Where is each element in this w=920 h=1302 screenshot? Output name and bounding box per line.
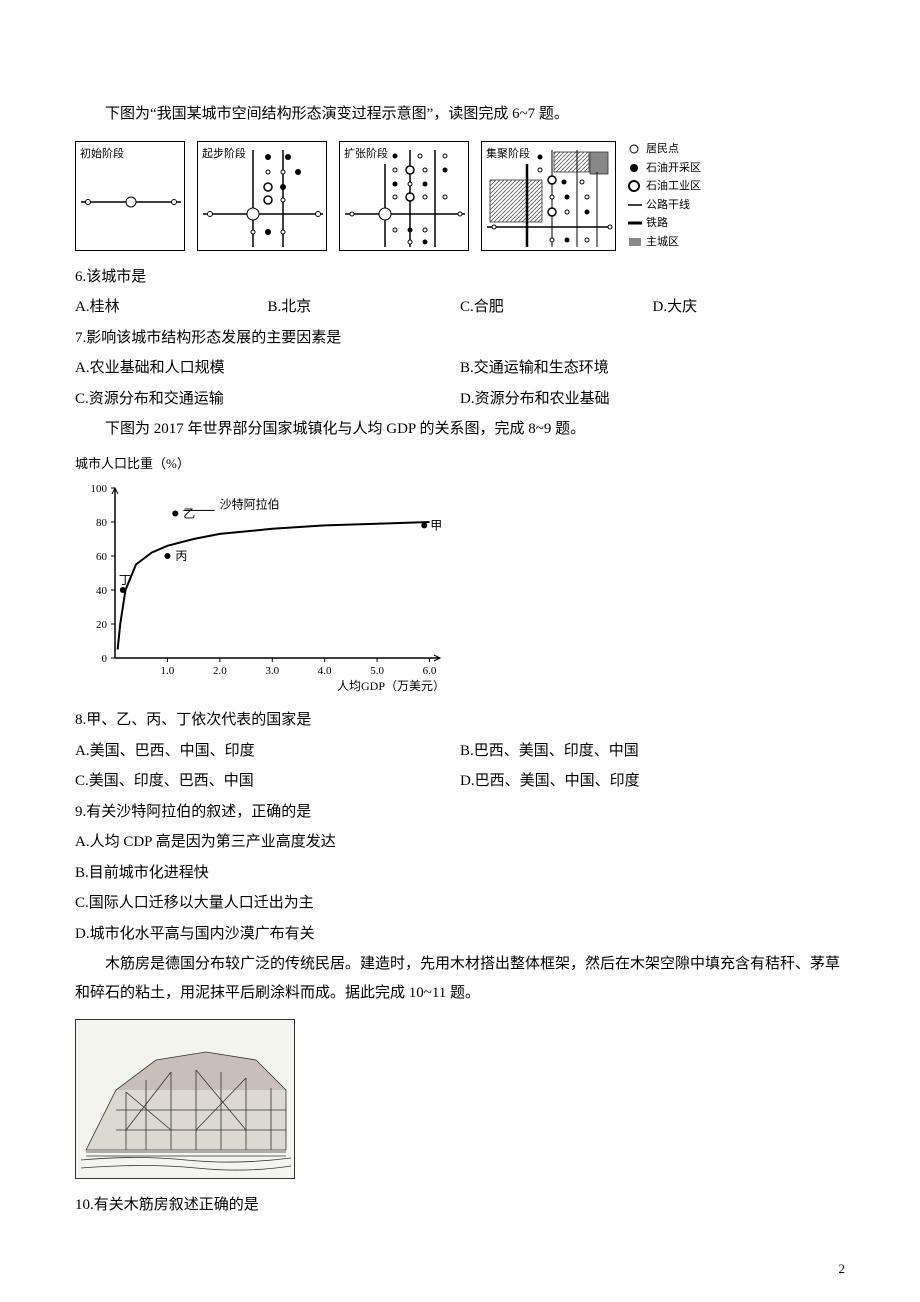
- svg-text:丁: 丁: [119, 573, 131, 587]
- svg-text:6.0: 6.0: [423, 665, 437, 677]
- svg-text:甲: 甲: [430, 519, 442, 533]
- q8-D: D.巴西、美国、中国、印度: [460, 767, 845, 796]
- svg-text:100: 100: [91, 483, 108, 495]
- q8-A: A.美国、巴西、中国、印度: [75, 737, 460, 766]
- q8-options-row2: C.美国、印度、巴西、中国 D.巴西、美国、中国、印度: [75, 767, 845, 796]
- q6-A: A.桂林: [75, 293, 268, 322]
- stage-3-label: 扩张阶段: [344, 144, 388, 165]
- page-number: 2: [839, 1257, 846, 1282]
- q9-A: A.人均 CDP 高是因为第三产业高度发达: [75, 828, 845, 857]
- legend-6: 主城区: [646, 234, 679, 251]
- stage-2: 起步阶段: [197, 141, 327, 251]
- stage-3: 扩张阶段: [339, 141, 469, 251]
- svg-text:3.0: 3.0: [265, 665, 279, 677]
- evolution-diagram: 初始阶段 起步阶段: [75, 141, 845, 251]
- gdp-chart: 城市人口比重（%） 0 20 40 60 80 100 1.0 2.0 3.0 4.0 5.0 6.0…: [75, 452, 455, 699]
- q7-stem: 7.影响该城市结构形态发展的主要因素是: [75, 324, 845, 353]
- q9-B: B.目前城市化进程快: [75, 859, 845, 888]
- q6-stem: 6.该城市是: [75, 263, 845, 292]
- svg-text:2.0: 2.0: [213, 665, 227, 677]
- q7-B: B.交通运输和生态环境: [460, 354, 845, 383]
- legend-4: 公路干线: [646, 197, 690, 214]
- svg-text:1.0: 1.0: [161, 665, 175, 677]
- legend-2: 石油开采区: [646, 160, 701, 177]
- intro-text-2: 下图为 2017 年世界部分国家城镇化与人均 GDP 的关系图，完成 8~9 题…: [75, 415, 845, 444]
- stage-4: 集聚阶段: [481, 141, 616, 251]
- svg-text:0: 0: [102, 653, 108, 665]
- q8-C: C.美国、印度、巴西、中国: [75, 767, 460, 796]
- q9-C: C.国际人口迁移以大量人口迁出为主: [75, 889, 845, 918]
- q9-D: D.城市化水平高与国内沙漠广布有关: [75, 920, 845, 949]
- intro-text-1: 下图为“我国某城市空间结构形态演变过程示意图”，读图完成 6~7 题。: [75, 100, 845, 129]
- svg-text:40: 40: [96, 585, 108, 597]
- q7-C: C.资源分布和交通运输: [75, 385, 460, 414]
- svg-text:80: 80: [96, 517, 108, 529]
- chart-title: 城市人口比重（%）: [75, 452, 455, 477]
- svg-text:乙: 乙: [183, 507, 195, 521]
- svg-text:20: 20: [96, 619, 108, 631]
- diagram-legend: 居民点 石油开采区 石油工业区 公路干线 铁路 主城区: [628, 141, 701, 250]
- stage-1-label: 初始阶段: [80, 144, 124, 165]
- q7-options-row2: C.资源分布和交通运输 D.资源分布和农业基础: [75, 385, 845, 414]
- q6-C: C.合肥: [460, 293, 653, 322]
- svg-text:丙: 丙: [175, 549, 187, 563]
- q7-D: D.资源分布和农业基础: [460, 385, 845, 414]
- q8-stem: 8.甲、乙、丙、丁依次代表的国家是: [75, 706, 845, 735]
- q7-A: A.农业基础和人口规模: [75, 354, 460, 383]
- stage-4-label: 集聚阶段: [486, 144, 530, 165]
- legend-1: 居民点: [646, 141, 679, 158]
- legend-3: 石油工业区: [646, 178, 701, 195]
- q6-options: A.桂林 B.北京 C.合肥 D.大庆: [75, 293, 845, 322]
- legend-5: 铁路: [646, 215, 668, 232]
- svg-text:5.0: 5.0: [370, 665, 384, 677]
- q8-B: B.巴西、美国、印度、中国: [460, 737, 845, 766]
- stage-1: 初始阶段: [75, 141, 185, 251]
- svg-text:沙特阿拉伯: 沙特阿拉伯: [220, 497, 280, 512]
- svg-text:人均GDP（万美元）: 人均GDP（万美元）: [337, 679, 445, 693]
- q6-B: B.北京: [268, 293, 461, 322]
- q9-stem: 9.有关沙特阿拉伯的叙述，正确的是: [75, 798, 845, 827]
- stage-2-label: 起步阶段: [202, 144, 246, 165]
- q7-options-row1: A.农业基础和人口规模 B.交通运输和生态环境: [75, 354, 845, 383]
- q8-options-row1: A.美国、巴西、中国、印度 B.巴西、美国、印度、中国: [75, 737, 845, 766]
- svg-text:60: 60: [96, 551, 108, 563]
- svg-text:4.0: 4.0: [318, 665, 332, 677]
- intro-text-3: 木筋房是德国分布较广泛的传统民居。建造时，先用木材搭出整体框架，然后在木架空隙中…: [75, 950, 845, 1007]
- q10-stem: 10.有关木筋房叙述正确的是: [75, 1191, 845, 1220]
- q6-D: D.大庆: [653, 293, 846, 322]
- house-photo: [75, 1019, 295, 1179]
